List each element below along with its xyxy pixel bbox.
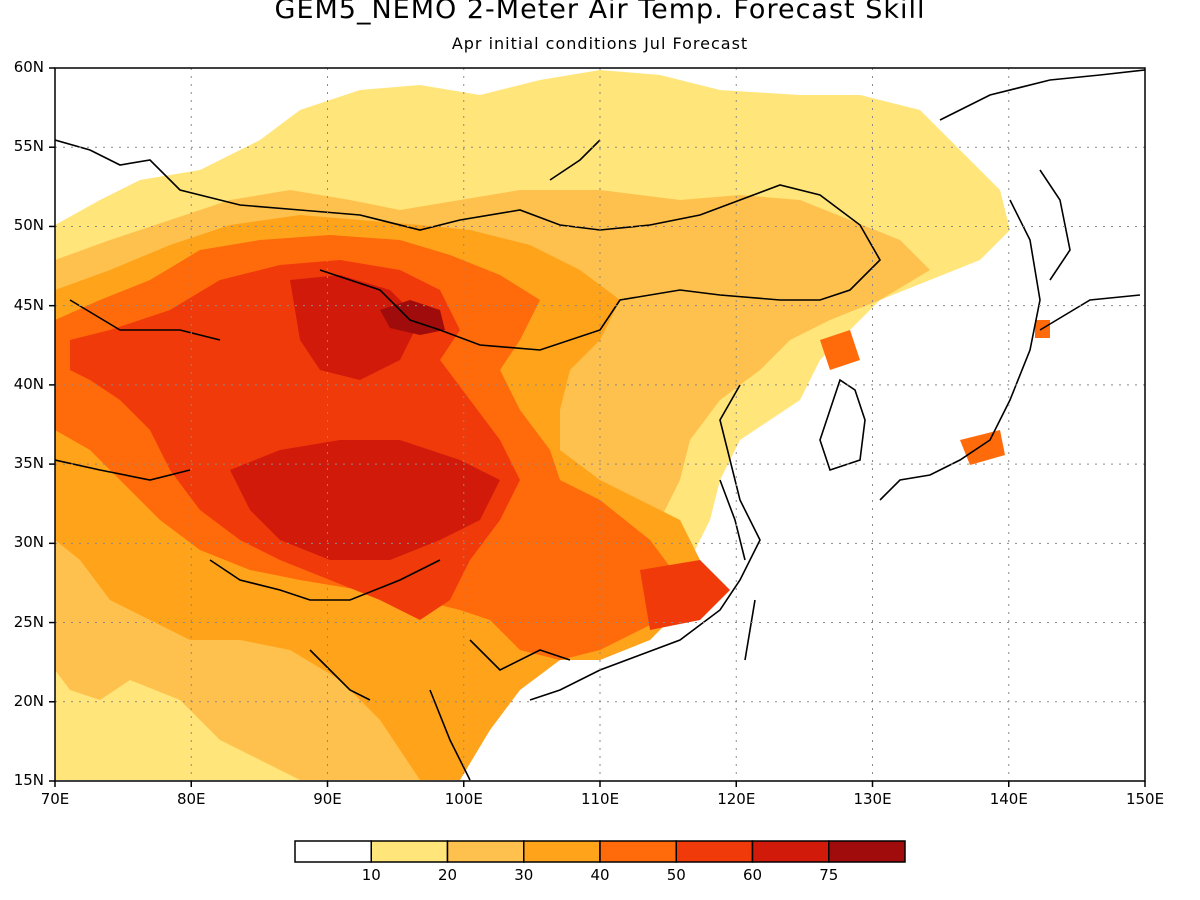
colorbar-label: 50 — [666, 866, 686, 884]
lat-tick-label: 45N — [13, 295, 44, 314]
colorbar-swatch — [523, 840, 601, 863]
colorbar-swatch — [675, 840, 754, 863]
map-title: GEM5_NEMO 2-Meter Air Temp. Forecast Ski… — [274, 0, 926, 25]
colorbar-label: 40 — [590, 866, 610, 884]
lat-tick-label: 35N — [13, 454, 44, 473]
colorbar-label: 30 — [514, 866, 534, 884]
colorbar-label: 20 — [437, 866, 458, 884]
skill-region-east-patch — [820, 320, 1050, 465]
lon-tick-label: 130E — [853, 790, 892, 808]
colorbar-swatch — [294, 840, 372, 863]
colorbar-swatch — [828, 840, 906, 863]
lat-tick-label: 15N — [13, 771, 44, 789]
lat-tick-label: 40N — [13, 374, 44, 393]
lat-tick-label: 20N — [13, 691, 44, 710]
axis-ticks — [49, 67, 1146, 787]
map-subtitle: Apr initial conditions Jul Forecast — [451, 34, 749, 53]
lat-tick-label: 60N — [13, 58, 44, 76]
colorbar-swatch — [446, 840, 525, 863]
colorbar-label: 75 — [819, 866, 839, 884]
colorbar-label: 60 — [742, 866, 763, 884]
lon-tick-label: 140E — [989, 790, 1028, 808]
skill-region-south-china — [640, 560, 730, 630]
lat-tick-label: 30N — [13, 533, 44, 552]
colorbar — [294, 840, 906, 863]
skill-region-60 — [230, 275, 500, 560]
skill-field — [55, 70, 1050, 780]
lon-tick-label: 70E — [40, 790, 70, 808]
colorbar-swatch — [599, 840, 677, 863]
lon-tick-label: 120E — [717, 790, 756, 808]
lon-tick-label: 110E — [580, 790, 620, 808]
lon-tick-label: 90E — [313, 790, 342, 808]
colorbar-label: 10 — [361, 866, 381, 884]
lat-tick-label: 50N — [13, 216, 44, 235]
gridlines — [55, 68, 1145, 781]
lon-tick-label: 80E — [176, 790, 206, 808]
colorbar-swatch — [751, 840, 830, 863]
coastlines — [55, 69, 1145, 781]
lat-tick-label: 25N — [13, 612, 44, 631]
lon-tick-label: 150E — [1125, 790, 1165, 808]
lat-tick-label: 55N — [13, 137, 44, 156]
colorbar-swatch — [370, 840, 449, 863]
lon-tick-label: 100E — [444, 790, 483, 808]
